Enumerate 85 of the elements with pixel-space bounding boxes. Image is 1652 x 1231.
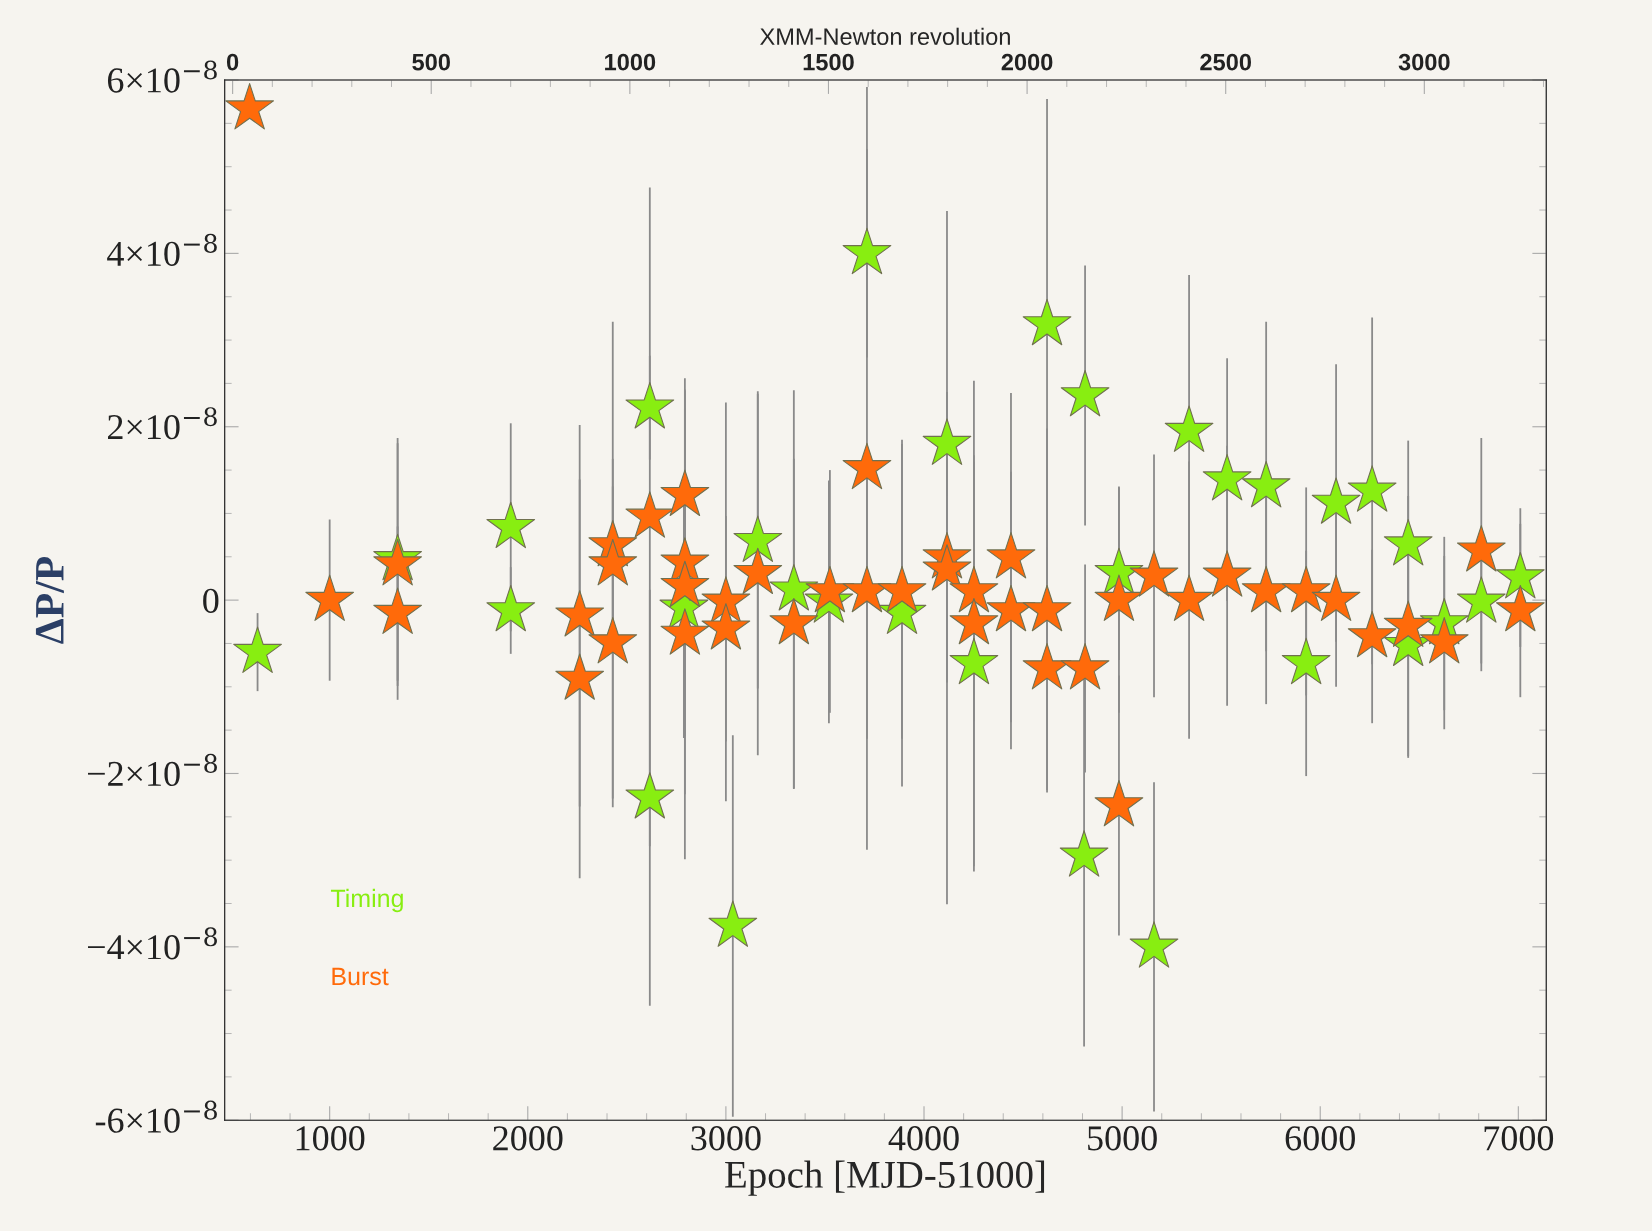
point [1419,616,1469,664]
point [1129,921,1179,968]
point [1495,584,1545,632]
point [660,560,710,608]
point [1164,405,1214,452]
point [1281,637,1331,685]
point [1022,298,1072,346]
x-tick-label: 3000 [691,1126,761,1151]
x2-axis-title: XMM-Newton revolution [760,27,1010,46]
point [769,597,819,645]
x-tick-label: 4000 [888,1126,959,1151]
x-tick-label: 7000 [1484,1126,1554,1151]
point [769,564,819,611]
point [1456,576,1506,623]
y-tick-label: -6×10$^{−8}$ [95,1100,217,1133]
point [660,469,710,517]
point [949,637,999,685]
point [555,653,605,700]
point [1241,460,1291,508]
x-tick-label: 1000 [296,1126,365,1151]
point [949,597,999,645]
y-tick-label: 2×10$^{−8}$ [108,407,217,440]
point [1347,610,1397,658]
point [733,515,783,562]
point [555,590,605,637]
point [922,418,972,465]
y-tick-label: −4×10$^{−8}$ [88,927,217,960]
point [1383,600,1433,647]
point [842,227,892,275]
point [588,616,638,664]
point [588,538,638,586]
x-tick-label: 5000 [1088,1126,1157,1151]
y-tick-label: −2×10$^{−8}$ [88,753,217,787]
point [625,382,675,429]
point [305,574,355,621]
point [1347,465,1397,512]
text: Burst [332,967,389,986]
point [1202,550,1252,597]
point [660,608,710,655]
point [1094,547,1144,595]
point [625,772,675,819]
y-tick-label: 4×10$^{−8}$ [107,233,217,267]
y-tick-label: 0 [203,588,219,613]
point [233,626,282,673]
point [486,501,536,549]
point [1456,525,1506,572]
point [1060,642,1110,690]
point [949,565,999,613]
point [877,565,927,613]
x2-tick-label: 1500 [803,53,854,71]
point [1311,574,1361,621]
point [1129,550,1179,597]
x2-tick-label: 500 [412,53,450,71]
point [486,584,536,632]
point [1281,565,1331,613]
point [1495,551,1545,599]
y-axis-title: ΔP/P [35,556,64,644]
y-tick-label: 6×10$^{−8}$ [107,60,217,93]
point [1060,369,1110,417]
point [1383,519,1433,566]
x-axis-title: Epoch [MJD-51000] [725,1160,1045,1196]
x2-tick-label: 2000 [1001,53,1053,71]
point [1022,584,1072,632]
point [842,442,892,490]
x2-tick-label: 1000 [605,53,656,71]
point [1094,779,1144,827]
point [1311,477,1361,524]
point [1059,830,1109,877]
x-tick-label: 2000 [493,1126,563,1151]
point [701,576,751,623]
point [625,491,675,538]
point [1164,574,1214,621]
x2-tick-label: 0 [226,53,239,71]
point [708,900,758,947]
point [701,603,751,650]
x-tick-label: 6000 [1285,1126,1355,1151]
text: Timing [330,888,403,913]
point [733,547,783,595]
x2-tick-label: 2500 [1200,53,1251,71]
point [986,532,1036,579]
point [1202,454,1252,501]
point [922,544,972,591]
point [373,587,422,634]
x2-tick-label: 3000 [1398,53,1450,71]
point [225,83,275,130]
